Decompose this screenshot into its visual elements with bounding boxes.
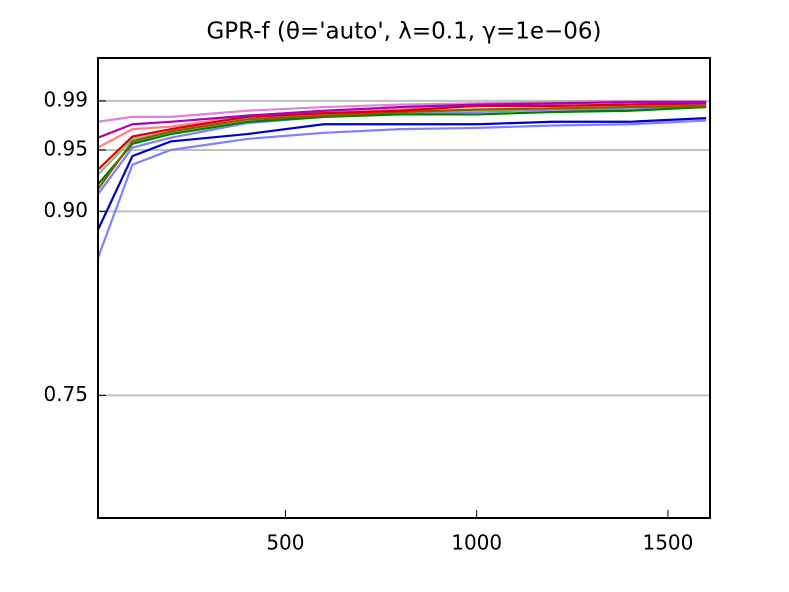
y-tick-label: 0.90 [43, 198, 88, 222]
y-tick-label: 0.95 [43, 137, 88, 161]
series-line [98, 99, 707, 123]
x-tick-label: 1000 [451, 531, 502, 555]
y-tick-label: 0.99 [43, 87, 88, 111]
series-line [98, 105, 707, 186]
series-line [98, 119, 707, 259]
x-tick-label: 500 [266, 531, 304, 555]
series-line [98, 104, 707, 190]
series-line [98, 102, 707, 171]
series-line [98, 101, 707, 139]
chart-title: GPR-f (θ='auto', λ=0.1, γ=1e−06) [206, 19, 601, 45]
x-tick-label: 1500 [642, 531, 693, 555]
series-line [98, 117, 707, 231]
plot-frame [97, 57, 711, 519]
y-tick-label: 0.75 [43, 382, 88, 406]
